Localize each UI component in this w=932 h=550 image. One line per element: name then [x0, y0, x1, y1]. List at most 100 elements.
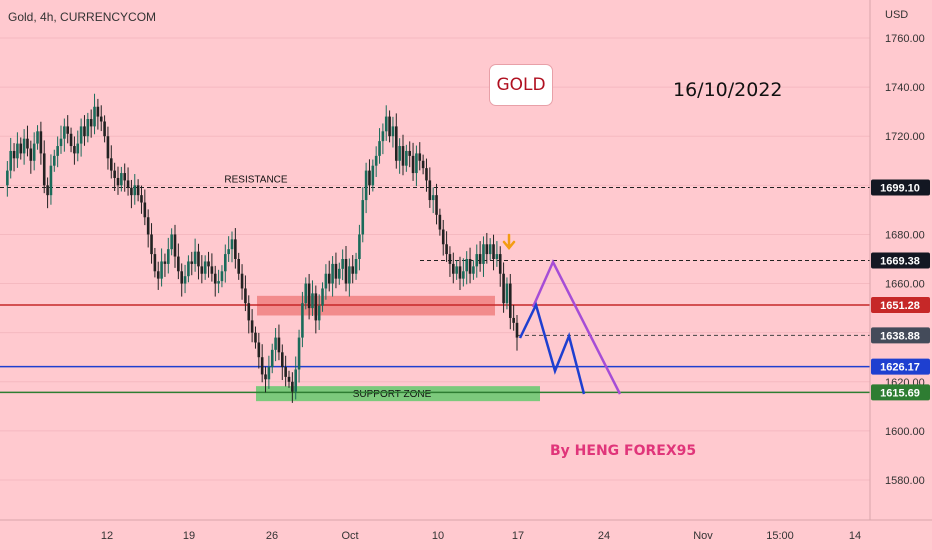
candle-body: [435, 195, 438, 215]
candle-body: [59, 138, 63, 147]
projection-blue-path: [518, 301, 586, 395]
chart-markers: [502, 233, 516, 250]
candle-body: [354, 259, 358, 274]
candle-body: [26, 138, 29, 149]
resistance-label: RESISTANCE: [224, 175, 287, 186]
candle-body: [210, 266, 214, 274]
candle-body: [39, 131, 43, 154]
price-axis: 1760.001740.001720.001700.001680.001660.…: [0, 0, 932, 521]
price-label-bg: [871, 358, 930, 375]
candle-body: [66, 126, 70, 134]
candle-body: [415, 153, 418, 174]
author-annotation[interactable]: By HENG FOREX95: [550, 443, 697, 459]
candle-body: [374, 155, 378, 166]
candle-body: [46, 185, 49, 196]
candle-body: [485, 244, 489, 255]
candle-body: [512, 317, 515, 323]
time-axis: 12 19 26 Oct 10 17 24 Nov 15:00 14: [101, 530, 861, 542]
candle-body: [163, 261, 167, 264]
candle-body: [32, 143, 36, 161]
time-tick-label: 12: [101, 530, 113, 542]
candle-body: [418, 153, 422, 161]
price-tick-label: 1740.00: [885, 82, 925, 94]
projection-paths: [518, 259, 622, 395]
candle-body: [304, 283, 308, 304]
time-tick-label: 10: [432, 530, 444, 542]
level-lines: SUPPORT ZONE RESISTANCE: [0, 175, 870, 402]
gold-badge[interactable]: GOLD: [489, 64, 553, 106]
candle-body: [103, 121, 106, 137]
price-tick-label: 1580.00: [885, 475, 925, 487]
candle-body: [384, 116, 388, 132]
candle-body: [150, 234, 153, 255]
candlestick-series: [6, 93, 519, 403]
candle-body: [180, 271, 184, 284]
candle-body: [431, 195, 435, 201]
candle-body: [401, 146, 405, 166]
candle-body: [227, 249, 230, 255]
candle-body: [109, 158, 113, 171]
currency-label: USD: [885, 9, 909, 21]
price-label-bg: [871, 179, 930, 196]
candle-body: [448, 254, 452, 264]
price-label: 1651.28: [880, 300, 920, 312]
candle-body: [291, 381, 294, 392]
price-tick-label: 1660.00: [885, 279, 925, 291]
candle-body: [358, 234, 361, 259]
candle-body: [472, 266, 475, 274]
candle-body: [83, 126, 86, 137]
price-label: 1626.17: [880, 362, 920, 374]
candle-body: [394, 126, 398, 161]
candle-body: [240, 273, 244, 289]
candle-body: [455, 266, 458, 274]
candle-body: [421, 160, 425, 169]
candle-body: [405, 150, 408, 166]
instrument-title: Gold, 4h, CURRENCYCOM: [8, 10, 157, 24]
candle-body: [314, 293, 318, 321]
candle-body: [190, 261, 194, 264]
candle-body: [183, 276, 187, 284]
price-tick-label: 1680.00: [885, 229, 925, 241]
candle-body: [113, 170, 116, 178]
candle-body: [297, 337, 301, 370]
candle-body: [368, 170, 371, 186]
candle-body: [146, 217, 150, 235]
candle-body: [508, 283, 512, 318]
candle-body: [250, 320, 254, 333]
candle-body: [200, 266, 204, 274]
candle-body: [237, 259, 241, 274]
price-label: 1638.88: [880, 330, 920, 342]
projection-purple-path: [531, 259, 622, 395]
candle-body: [73, 146, 76, 154]
candle-body: [307, 283, 311, 309]
candle-body: [76, 143, 80, 154]
candle-body: [311, 293, 314, 309]
date-annotation[interactable]: 16/10/2022: [673, 79, 783, 101]
candle-body: [56, 146, 59, 156]
candle-body: [260, 357, 264, 375]
candle-body: [364, 170, 368, 201]
candle-body: [173, 234, 177, 257]
candle-body: [213, 273, 217, 284]
candle-body: [301, 303, 304, 338]
candle-body: [445, 244, 448, 255]
time-tick-label: 17: [512, 530, 524, 542]
candle-body: [86, 119, 90, 137]
candle-body: [482, 244, 485, 264]
candle-body: [324, 273, 328, 289]
candle-body: [451, 263, 455, 274]
candle-body: [89, 119, 93, 127]
grid-lines: [0, 37, 870, 481]
time-tick-label: Nov: [693, 530, 713, 542]
candle-body: [495, 254, 499, 259]
candle-body: [317, 305, 321, 321]
candle-body: [69, 133, 73, 147]
candle-body: [166, 249, 170, 264]
candle-body: [391, 126, 395, 137]
candle-body: [388, 116, 391, 137]
candle-body: [133, 185, 137, 196]
candle-body: [344, 259, 348, 284]
candle-body: [331, 263, 334, 284]
